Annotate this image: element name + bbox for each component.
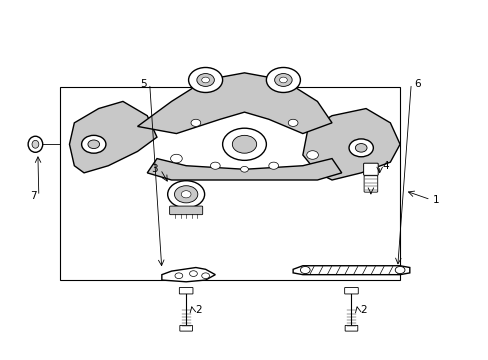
Polygon shape bbox=[137, 73, 331, 134]
Ellipse shape bbox=[28, 136, 42, 152]
Circle shape bbox=[394, 266, 404, 274]
Circle shape bbox=[274, 73, 291, 86]
Circle shape bbox=[268, 162, 278, 169]
Text: 1: 1 bbox=[432, 195, 439, 204]
Text: 7: 7 bbox=[30, 191, 36, 201]
FancyBboxPatch shape bbox=[169, 206, 202, 215]
Circle shape bbox=[197, 73, 214, 86]
FancyBboxPatch shape bbox=[345, 325, 357, 331]
Circle shape bbox=[170, 154, 182, 163]
Text: 3: 3 bbox=[151, 164, 158, 174]
Circle shape bbox=[201, 77, 209, 83]
Circle shape bbox=[240, 166, 248, 172]
FancyBboxPatch shape bbox=[364, 176, 377, 192]
Polygon shape bbox=[69, 102, 157, 173]
Circle shape bbox=[287, 119, 297, 126]
Polygon shape bbox=[162, 267, 215, 282]
Circle shape bbox=[222, 128, 266, 160]
FancyBboxPatch shape bbox=[344, 288, 358, 294]
Circle shape bbox=[232, 135, 256, 153]
Circle shape bbox=[81, 135, 106, 153]
Circle shape bbox=[189, 271, 197, 276]
Circle shape bbox=[210, 162, 220, 169]
Text: 2: 2 bbox=[195, 305, 201, 315]
Circle shape bbox=[266, 67, 300, 93]
Text: 2: 2 bbox=[360, 305, 366, 315]
Circle shape bbox=[181, 191, 191, 198]
Bar bbox=[60, 87, 399, 280]
Circle shape bbox=[167, 181, 204, 208]
Circle shape bbox=[355, 144, 366, 152]
Circle shape bbox=[175, 273, 183, 279]
Polygon shape bbox=[147, 158, 341, 180]
Circle shape bbox=[88, 140, 100, 149]
FancyBboxPatch shape bbox=[180, 325, 192, 331]
Circle shape bbox=[279, 77, 287, 83]
Circle shape bbox=[174, 186, 198, 203]
Text: 4: 4 bbox=[382, 161, 388, 171]
Circle shape bbox=[201, 273, 209, 279]
FancyBboxPatch shape bbox=[179, 288, 193, 294]
Text: 6: 6 bbox=[413, 78, 420, 89]
Text: 5: 5 bbox=[140, 78, 147, 89]
Circle shape bbox=[191, 119, 201, 126]
Circle shape bbox=[188, 67, 222, 93]
Ellipse shape bbox=[32, 140, 39, 148]
FancyBboxPatch shape bbox=[363, 163, 377, 175]
Circle shape bbox=[348, 139, 372, 157]
Polygon shape bbox=[302, 109, 399, 180]
Polygon shape bbox=[292, 266, 409, 275]
Circle shape bbox=[306, 151, 318, 159]
Circle shape bbox=[300, 266, 309, 274]
